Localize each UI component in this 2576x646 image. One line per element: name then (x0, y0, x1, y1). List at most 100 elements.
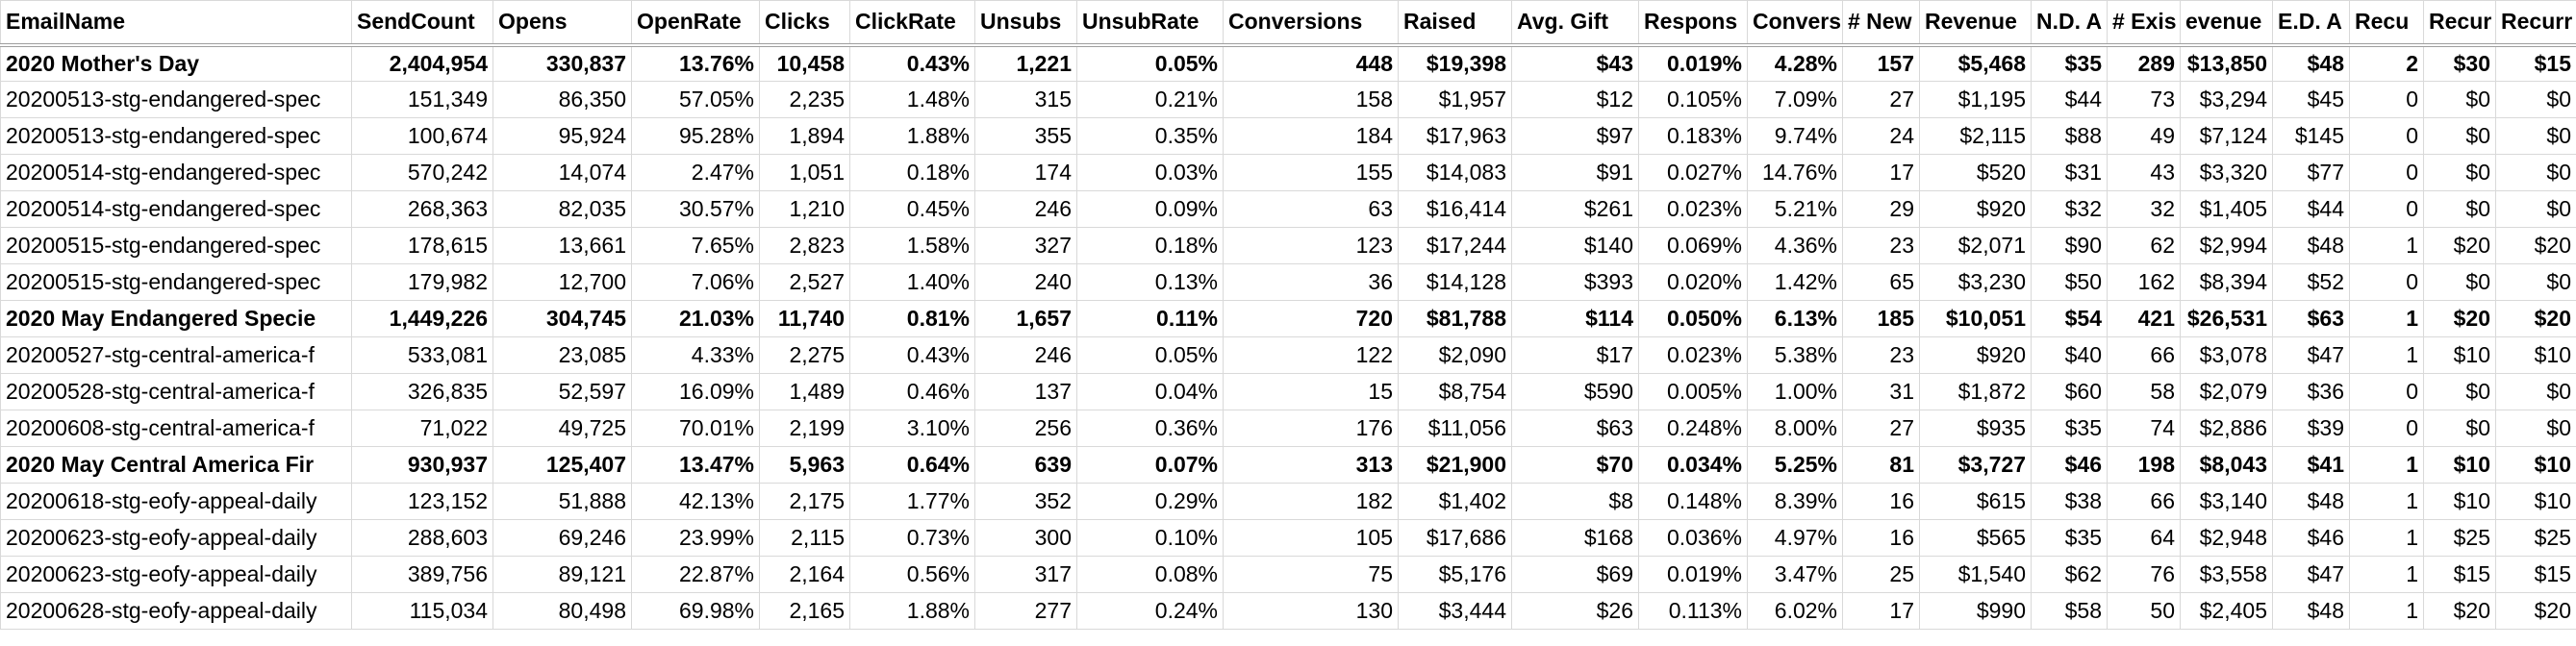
column-header[interactable]: Recu (2349, 0, 2424, 47)
cell[interactable]: $920 (1919, 190, 2032, 228)
cell[interactable]: $261 (1511, 190, 1639, 228)
cell[interactable]: 2,275 (759, 336, 850, 374)
cell[interactable]: $40 (2031, 336, 2108, 374)
cell[interactable]: 20200528-stg-central-america-f (0, 373, 352, 410)
cell[interactable]: 2.47% (631, 154, 760, 191)
cell[interactable]: 6.02% (1747, 592, 1843, 630)
cell[interactable]: 289 (2107, 44, 2181, 82)
cell[interactable]: 0.11% (1076, 300, 1224, 337)
cell[interactable]: 0 (2349, 190, 2424, 228)
cell[interactable]: $60 (2031, 373, 2108, 410)
cell[interactable]: 20200623-stg-eofy-appeal-daily (0, 519, 352, 557)
cell[interactable]: $48 (2272, 227, 2350, 264)
cell[interactable]: 20200608-stg-central-america-f (0, 410, 352, 447)
cell[interactable]: 7.06% (631, 263, 760, 301)
cell[interactable]: $2,994 (2180, 227, 2273, 264)
cell[interactable]: $26,531 (2180, 300, 2273, 337)
cell[interactable]: 0.81% (849, 300, 975, 337)
cell[interactable]: $114 (1511, 300, 1639, 337)
cell[interactable]: $47 (2272, 556, 2350, 593)
cell[interactable]: 1,894 (759, 117, 850, 155)
cell[interactable]: $565 (1919, 519, 2032, 557)
cell[interactable]: 1.40% (849, 263, 975, 301)
cell[interactable]: 82,035 (492, 190, 632, 228)
cell[interactable]: 930,937 (351, 446, 493, 484)
cell[interactable]: $35 (2031, 44, 2108, 82)
cell[interactable]: 1,051 (759, 154, 850, 191)
cell[interactable]: 570,242 (351, 154, 493, 191)
cell[interactable]: $1,872 (1919, 373, 2032, 410)
cell[interactable]: 1 (2349, 483, 2424, 520)
cell[interactable]: $8,043 (2180, 446, 2273, 484)
cell[interactable]: $26 (1511, 592, 1639, 630)
cell[interactable]: 174 (974, 154, 1077, 191)
cell[interactable]: 4.97% (1747, 519, 1843, 557)
cell[interactable]: 5.25% (1747, 446, 1843, 484)
cell[interactable]: $14,128 (1398, 263, 1512, 301)
cell[interactable]: 0 (2349, 373, 2424, 410)
cell[interactable]: 14.76% (1747, 154, 1843, 191)
cell[interactable]: 0.35% (1076, 117, 1224, 155)
cell[interactable]: $35 (2031, 410, 2108, 447)
cell[interactable]: 71,022 (351, 410, 493, 447)
cell[interactable]: $46 (2031, 446, 2108, 484)
column-header[interactable]: N.D. A (2031, 0, 2108, 47)
cell[interactable]: $15 (2423, 556, 2496, 593)
cell[interactable]: 157 (1842, 44, 1920, 82)
cell[interactable]: 49 (2107, 117, 2181, 155)
cell[interactable]: $25 (2423, 519, 2496, 557)
cell[interactable]: 184 (1223, 117, 1399, 155)
cell[interactable]: $36 (2272, 373, 2350, 410)
cell[interactable]: 1 (2349, 592, 2424, 630)
cell[interactable]: 27 (1842, 410, 1920, 447)
cell[interactable]: $1,540 (1919, 556, 2032, 593)
cell[interactable]: 42.13% (631, 483, 760, 520)
column-header[interactable]: evenue (2180, 0, 2273, 47)
cell[interactable]: 317 (974, 556, 1077, 593)
cell[interactable]: $14,083 (1398, 154, 1512, 191)
cell[interactable]: 17 (1842, 592, 1920, 630)
cell[interactable]: $52 (2272, 263, 2350, 301)
cell[interactable]: $8,394 (2180, 263, 2273, 301)
cell[interactable]: 130 (1223, 592, 1399, 630)
cell[interactable]: $47 (2272, 336, 2350, 374)
cell[interactable]: $3,078 (2180, 336, 2273, 374)
cell[interactable]: 256 (974, 410, 1077, 447)
cell[interactable]: 0.183% (1638, 117, 1748, 155)
column-header[interactable]: # Exis (2107, 0, 2181, 47)
cell[interactable]: 268,363 (351, 190, 493, 228)
cell[interactable]: $10 (2495, 336, 2576, 374)
cell[interactable]: 0.034% (1638, 446, 1748, 484)
cell[interactable]: $20 (2423, 300, 2496, 337)
cell[interactable]: 23 (1842, 336, 1920, 374)
cell[interactable]: $48 (2272, 592, 2350, 630)
cell[interactable]: 1 (2349, 519, 2424, 557)
cell[interactable]: $3,140 (2180, 483, 2273, 520)
cell[interactable]: $393 (1511, 263, 1639, 301)
cell[interactable]: $12 (1511, 81, 1639, 118)
cell[interactable]: 95.28% (631, 117, 760, 155)
cell[interactable]: 4.33% (631, 336, 760, 374)
column-header[interactable]: Clicks (759, 0, 850, 47)
cell[interactable]: 1,449,226 (351, 300, 493, 337)
column-header[interactable]: Recurr (2495, 0, 2576, 47)
cell[interactable]: 64 (2107, 519, 2181, 557)
cell[interactable]: 0 (2349, 263, 2424, 301)
column-header[interactable]: Avg. Gift (1511, 0, 1639, 47)
cell[interactable]: 0.29% (1076, 483, 1224, 520)
cell[interactable]: 1 (2349, 556, 2424, 593)
cell[interactable]: 198 (2107, 446, 2181, 484)
cell[interactable]: 1.42% (1747, 263, 1843, 301)
cell[interactable]: 5,963 (759, 446, 850, 484)
cell[interactable]: $2,886 (2180, 410, 2273, 447)
cell[interactable]: 20200514-stg-endangered-spec (0, 154, 352, 191)
cell[interactable]: $17,963 (1398, 117, 1512, 155)
cell[interactable]: $17 (1511, 336, 1639, 374)
column-header[interactable]: UnsubRate (1076, 0, 1224, 47)
cell[interactable]: 13.76% (631, 44, 760, 82)
cell[interactable]: 1,210 (759, 190, 850, 228)
cell[interactable]: 240 (974, 263, 1077, 301)
cell[interactable]: $0 (2423, 410, 2496, 447)
cell[interactable]: 1.77% (849, 483, 975, 520)
cell[interactable]: $0 (2495, 410, 2576, 447)
